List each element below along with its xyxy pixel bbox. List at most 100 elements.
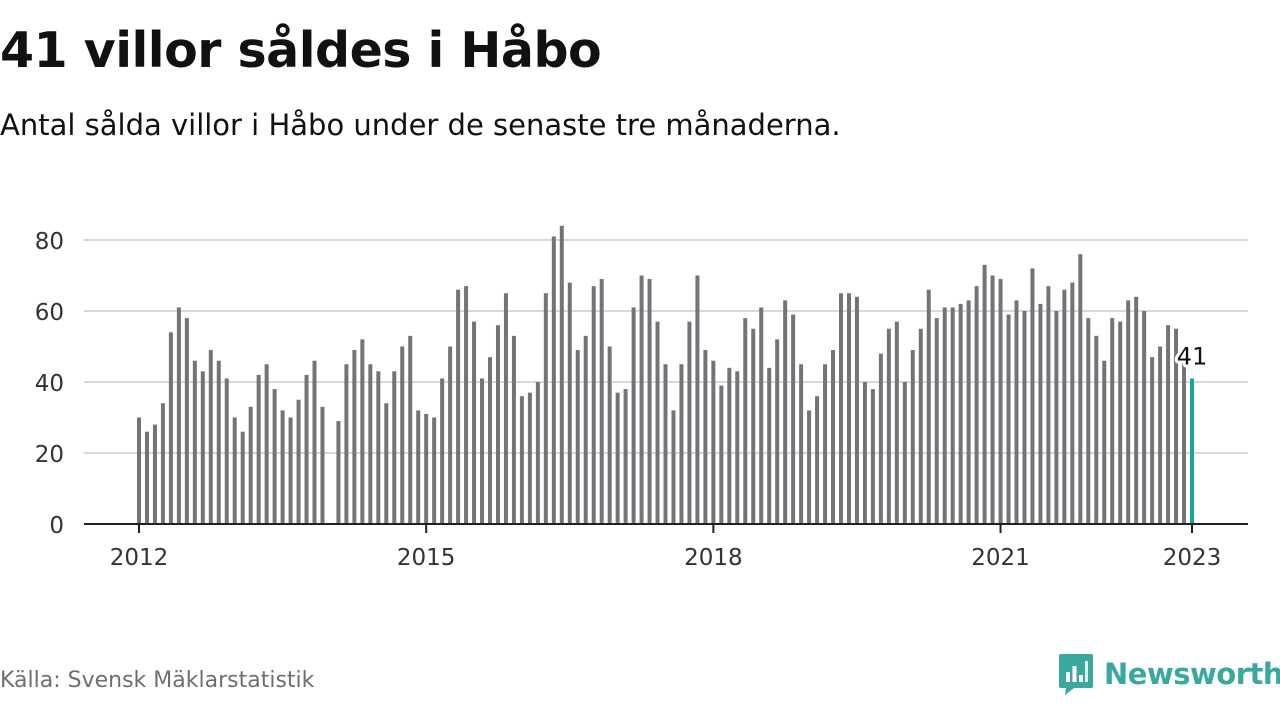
x-tick-label: 2021 bbox=[971, 545, 1030, 571]
bar bbox=[815, 396, 820, 524]
bar bbox=[567, 282, 572, 524]
bar bbox=[583, 335, 588, 524]
bar bbox=[368, 364, 373, 524]
newsworthy-logo-icon bbox=[1059, 654, 1093, 695]
bar bbox=[823, 364, 828, 524]
bar bbox=[1062, 289, 1067, 524]
bar bbox=[160, 403, 165, 524]
bar bbox=[998, 279, 1003, 524]
bar bbox=[152, 424, 157, 524]
bar bbox=[344, 364, 349, 524]
bar bbox=[559, 225, 564, 525]
brand-name: Newsworthy bbox=[1104, 657, 1280, 691]
bar bbox=[990, 275, 995, 524]
bar bbox=[751, 328, 756, 524]
bar bbox=[591, 286, 596, 524]
bar bbox=[336, 421, 341, 524]
bar bbox=[575, 350, 580, 524]
bar bbox=[831, 350, 836, 524]
bar bbox=[1030, 268, 1035, 524]
bar bbox=[1014, 300, 1019, 524]
bar bbox=[168, 332, 173, 524]
bar bbox=[551, 236, 556, 524]
y-tick-label: 0 bbox=[49, 513, 64, 539]
bar bbox=[495, 325, 500, 524]
bar bbox=[767, 367, 772, 524]
bar bbox=[671, 410, 676, 524]
bar bbox=[144, 431, 149, 524]
bar bbox=[687, 321, 692, 524]
bar bbox=[1134, 296, 1139, 524]
bar bbox=[192, 360, 197, 524]
bar bbox=[599, 279, 604, 524]
bar bbox=[623, 389, 628, 524]
bar bbox=[1054, 311, 1059, 524]
y-tick-label: 20 bbox=[35, 442, 64, 468]
bar bbox=[1022, 311, 1027, 524]
bar bbox=[783, 300, 788, 524]
bar bbox=[488, 357, 492, 524]
bar bbox=[679, 364, 684, 524]
bar bbox=[392, 371, 397, 524]
bar bbox=[639, 275, 644, 524]
bar bbox=[296, 399, 301, 524]
bar bbox=[974, 286, 979, 524]
bar bbox=[408, 335, 413, 524]
bar bbox=[1142, 311, 1147, 524]
bar bbox=[248, 406, 253, 524]
bar bbox=[432, 417, 437, 524]
bar bbox=[799, 364, 804, 524]
bar bbox=[216, 360, 221, 524]
bar bbox=[711, 360, 716, 524]
bar bbox=[1150, 357, 1155, 524]
bar bbox=[719, 385, 724, 524]
chart-title: 41 villor såldes i Håbo bbox=[0, 22, 602, 79]
brand-logo[interactable]: Newsworthy bbox=[1058, 652, 1280, 696]
bar bbox=[775, 339, 780, 524]
bar bbox=[1182, 360, 1187, 524]
bar bbox=[663, 364, 668, 524]
bar bbox=[759, 307, 764, 524]
bar bbox=[1038, 303, 1043, 524]
bar bbox=[727, 367, 732, 524]
highlight-data-label: 41 bbox=[1177, 342, 1208, 370]
bar bbox=[846, 293, 851, 524]
bar bbox=[288, 417, 293, 524]
bar bbox=[543, 293, 548, 524]
bar bbox=[942, 307, 947, 524]
bar bbox=[535, 382, 540, 524]
x-tick-label: 2023 bbox=[1163, 545, 1222, 571]
bar bbox=[982, 264, 987, 524]
bar bbox=[384, 403, 389, 524]
x-tick-label: 2018 bbox=[684, 545, 743, 571]
bar bbox=[320, 406, 325, 524]
bar bbox=[1158, 346, 1163, 524]
bar bbox=[958, 303, 963, 524]
bar bbox=[264, 364, 269, 524]
bar bbox=[208, 350, 213, 524]
bar-chart: 0 20 40 60 80 2012 2015 2018 2021 2023 41 bbox=[35, 225, 1248, 571]
bar bbox=[631, 307, 636, 524]
bar bbox=[200, 371, 205, 524]
y-tick-label: 40 bbox=[35, 371, 64, 397]
bar bbox=[137, 417, 141, 524]
bar bbox=[1102, 360, 1107, 524]
bar bbox=[424, 413, 429, 524]
bar bbox=[854, 296, 859, 524]
y-tick-label: 80 bbox=[35, 229, 64, 255]
source-note: Källa: Svensk Mäklarstatistik bbox=[0, 668, 315, 693]
bar bbox=[1118, 321, 1123, 524]
bar bbox=[448, 346, 453, 524]
bar bbox=[352, 350, 357, 524]
bar bbox=[791, 314, 796, 524]
bar bbox=[440, 378, 445, 524]
bar bbox=[886, 328, 891, 524]
bar bbox=[1094, 335, 1099, 524]
x-tick-label: 2012 bbox=[110, 545, 169, 571]
bar bbox=[926, 289, 931, 524]
bar bbox=[647, 279, 652, 524]
bar bbox=[312, 360, 317, 524]
bar-highlight bbox=[1190, 378, 1194, 524]
bar bbox=[878, 353, 883, 524]
bar bbox=[464, 286, 469, 524]
